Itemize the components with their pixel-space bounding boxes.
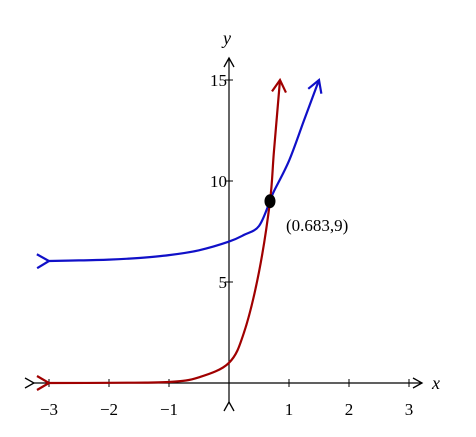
y-axis-label: y — [221, 28, 231, 48]
x-tick-label: 3 — [405, 400, 414, 419]
x-ticks: −3 −2 −1 1 2 3 — [40, 379, 413, 419]
y-tick-label: 10 — [210, 172, 227, 191]
series-layer — [36, 77, 323, 391]
x-tick-label: 1 — [285, 400, 294, 419]
x-tick-label: −1 — [160, 400, 178, 419]
intersection-point — [264, 194, 276, 209]
x-tick-label: 2 — [345, 400, 354, 419]
points-layer: (0.683,9) — [264, 194, 348, 235]
x-tick-label: −2 — [100, 400, 118, 419]
x-axis-label: x — [431, 373, 440, 393]
y-tick-label: 15 — [210, 71, 227, 90]
axes: −3 −2 −1 1 2 3 5 10 15 x y — [24, 28, 440, 419]
intersection-label: (0.683,9) — [286, 216, 348, 235]
x-tick-label: −3 — [40, 400, 58, 419]
series-line-red — [36, 77, 287, 391]
y-tick-label: 5 — [219, 273, 228, 292]
